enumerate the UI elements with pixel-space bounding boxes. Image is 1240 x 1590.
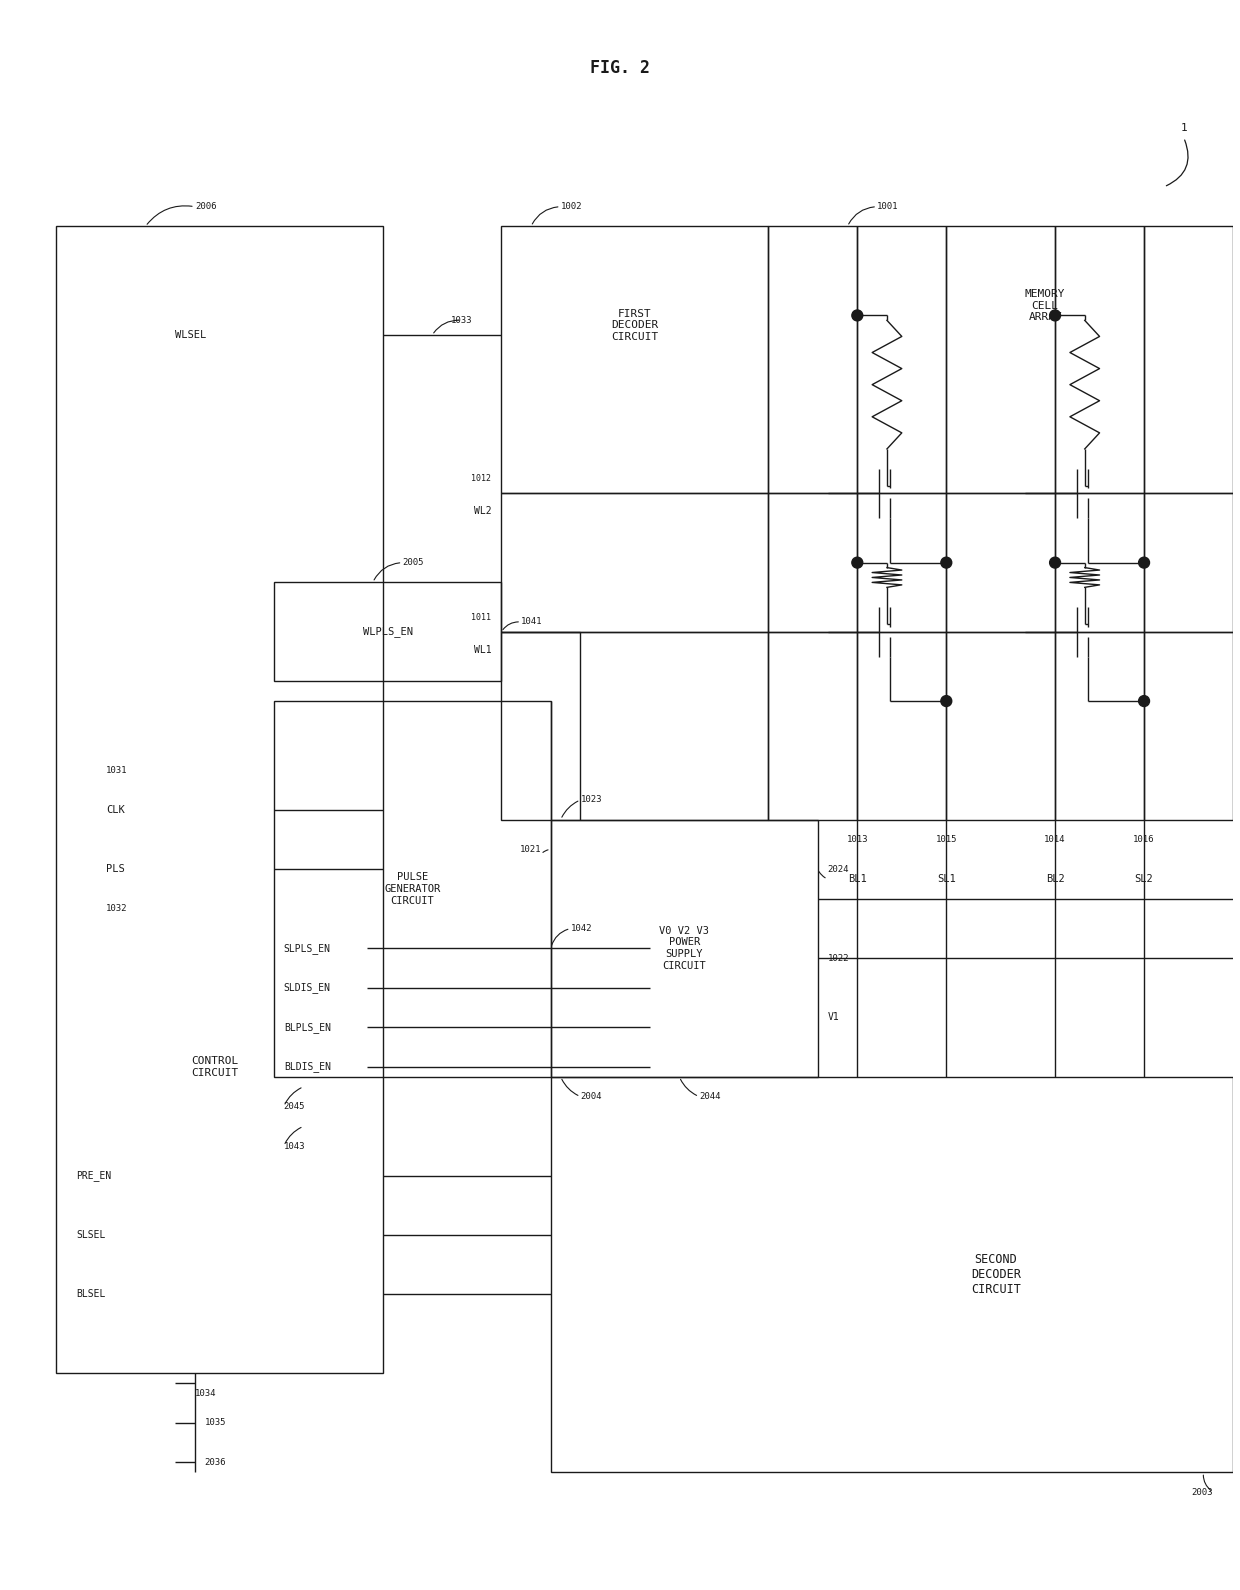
- Text: 2005: 2005: [403, 558, 424, 568]
- Circle shape: [1049, 556, 1060, 568]
- Text: SLPLS_EN: SLPLS_EN: [284, 943, 331, 954]
- Bar: [274, 701, 551, 1076]
- Text: CONTROL
CIRCUIT: CONTROL CIRCUIT: [191, 1056, 238, 1078]
- Text: 1016: 1016: [1133, 835, 1154, 844]
- Bar: [501, 226, 769, 820]
- Text: 1033: 1033: [451, 316, 472, 324]
- Circle shape: [941, 556, 952, 568]
- Text: WL1: WL1: [474, 644, 491, 655]
- Text: 1035: 1035: [205, 1418, 226, 1428]
- Text: MEMORY
CELL
ARRAY: MEMORY CELL ARRAY: [1025, 289, 1065, 323]
- Circle shape: [852, 310, 863, 321]
- Text: SLSEL: SLSEL: [76, 1231, 105, 1240]
- Bar: [551, 820, 817, 1076]
- Text: 1: 1: [1180, 122, 1187, 132]
- Bar: [769, 226, 1233, 820]
- Text: V0 V2 V3
POWER
SUPPLY
CIRCUIT: V0 V2 V3 POWER SUPPLY CIRCUIT: [660, 925, 709, 970]
- Text: 1022: 1022: [827, 954, 849, 962]
- Text: 2006: 2006: [195, 202, 216, 211]
- Text: 1043: 1043: [284, 1142, 305, 1151]
- Text: 1031: 1031: [105, 766, 128, 774]
- Circle shape: [852, 556, 863, 568]
- Text: 2004: 2004: [580, 1092, 601, 1102]
- Text: CLK: CLK: [105, 805, 124, 814]
- Text: 1014: 1014: [1044, 835, 1066, 844]
- Circle shape: [1138, 556, 1149, 568]
- Text: FIRST
DECODER
CIRCUIT: FIRST DECODER CIRCUIT: [611, 308, 658, 342]
- Text: SECOND
DECODER
CIRCUIT: SECOND DECODER CIRCUIT: [971, 1253, 1021, 1296]
- Text: 2024: 2024: [827, 865, 849, 873]
- Bar: [551, 1076, 1233, 1472]
- Text: SLDIS_EN: SLDIS_EN: [284, 983, 331, 994]
- Text: 1021: 1021: [520, 844, 541, 854]
- Text: 1015: 1015: [935, 835, 957, 844]
- Text: 1023: 1023: [580, 795, 601, 805]
- Circle shape: [941, 696, 952, 706]
- Text: WLPLS_EN: WLPLS_EN: [362, 626, 413, 638]
- Text: 2044: 2044: [699, 1092, 720, 1102]
- Text: FIG. 2: FIG. 2: [590, 59, 650, 78]
- Text: BLDIS_EN: BLDIS_EN: [284, 1062, 331, 1072]
- Text: BLSEL: BLSEL: [76, 1289, 105, 1299]
- Text: 1041: 1041: [521, 617, 543, 626]
- Text: 2036: 2036: [205, 1458, 226, 1468]
- Text: WLSEL: WLSEL: [175, 331, 206, 340]
- Text: BL2: BL2: [1045, 875, 1064, 884]
- Text: 1032: 1032: [105, 905, 128, 913]
- Text: SL2: SL2: [1135, 875, 1153, 884]
- Text: 1001: 1001: [877, 202, 899, 211]
- Text: WL2: WL2: [474, 506, 491, 517]
- Text: PULSE
GENERATOR
CIRCUIT: PULSE GENERATOR CIRCUIT: [384, 873, 440, 906]
- Text: BL1: BL1: [848, 875, 867, 884]
- Text: V1: V1: [827, 1013, 839, 1022]
- Text: PLS: PLS: [105, 863, 124, 874]
- Bar: [56, 226, 383, 1374]
- Text: 1013: 1013: [847, 835, 868, 844]
- Text: 1042: 1042: [570, 924, 591, 933]
- Text: SL1: SL1: [937, 875, 956, 884]
- Text: 1012: 1012: [471, 474, 491, 483]
- Text: PRE_EN: PRE_EN: [76, 1170, 112, 1181]
- Circle shape: [1049, 310, 1060, 321]
- Text: 2045: 2045: [284, 1102, 305, 1111]
- Text: 1002: 1002: [560, 202, 582, 211]
- Bar: [274, 582, 501, 681]
- Text: BLPLS_EN: BLPLS_EN: [284, 1022, 331, 1034]
- Text: 2003: 2003: [1192, 1488, 1213, 1496]
- Text: 1011: 1011: [471, 612, 491, 622]
- Text: 1034: 1034: [195, 1388, 216, 1398]
- Circle shape: [1138, 696, 1149, 706]
